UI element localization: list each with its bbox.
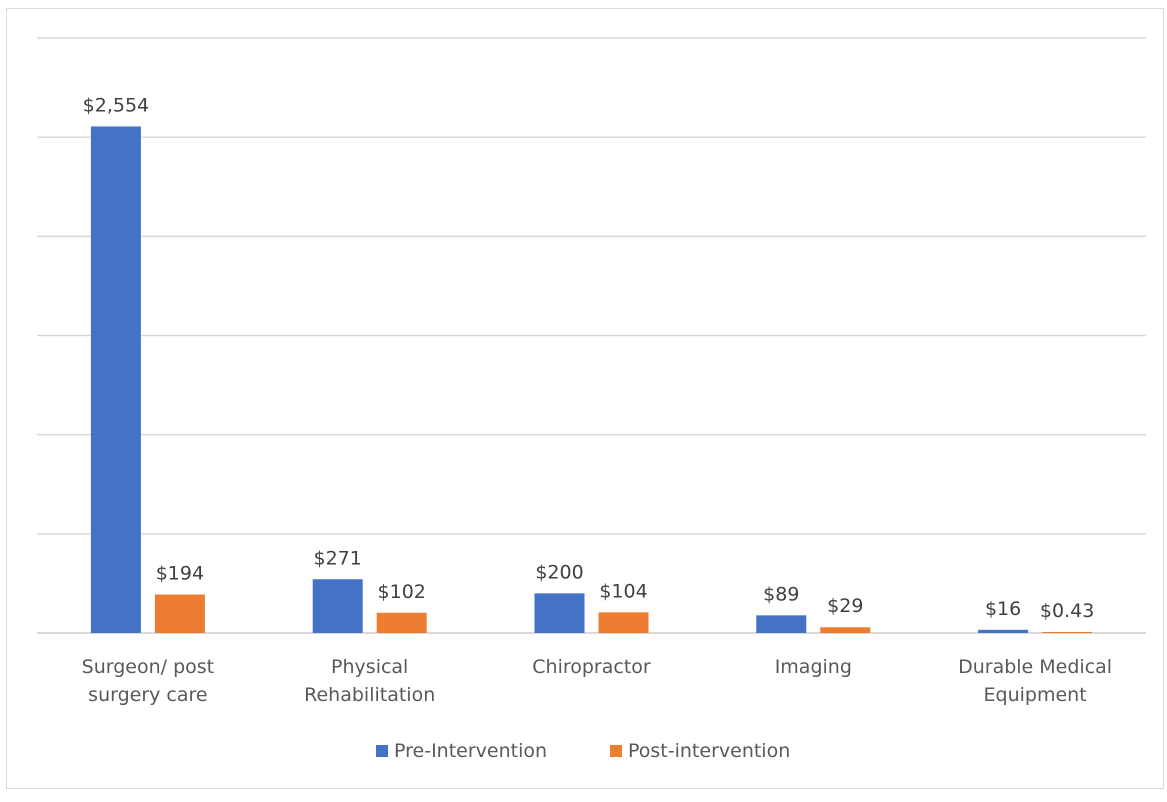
bar-pre-3 bbox=[756, 615, 806, 633]
category-label: Physical bbox=[331, 656, 408, 678]
data-label: $102 bbox=[378, 581, 426, 603]
legend: Pre-Intervention Post-intervention bbox=[376, 740, 790, 762]
category-label: Surgeon/ post bbox=[82, 656, 214, 678]
legend-swatch-pre bbox=[376, 745, 388, 757]
legend-label-post: Post-intervention bbox=[628, 740, 790, 762]
category-label: Chiropractor bbox=[532, 656, 651, 678]
data-label: $104 bbox=[599, 580, 647, 602]
data-label: $200 bbox=[535, 561, 583, 583]
category-label: surgery care bbox=[88, 684, 207, 706]
bar-pre-1 bbox=[313, 579, 363, 633]
category-labels: Surgeon/ post surgery care Physical Rehabil… bbox=[82, 656, 1112, 706]
bars bbox=[91, 126, 1092, 633]
data-label: $89 bbox=[763, 583, 799, 605]
data-label: $2,554 bbox=[83, 94, 149, 116]
bar-chart: $2,554 $194 $271 $102 $200 $104 $89 $29 $16 $0.43… bbox=[7, 9, 1167, 802]
data-label: $29 bbox=[827, 595, 863, 617]
data-label: $16 bbox=[985, 598, 1021, 620]
chart-frame: $2,554 $194 $271 $102 $200 $104 $89 $29 $16 $0.43… bbox=[6, 8, 1164, 789]
category-label: Equipment bbox=[984, 684, 1087, 706]
category-label: Durable Medical bbox=[958, 656, 1112, 678]
bar-post-2 bbox=[599, 612, 649, 633]
category-label: Rehabilitation bbox=[304, 684, 435, 706]
gridlines bbox=[37, 38, 1146, 633]
data-label: $0.43 bbox=[1040, 600, 1094, 622]
bar-pre-2 bbox=[535, 593, 585, 633]
bar-pre-0 bbox=[91, 126, 141, 633]
legend-swatch-post bbox=[610, 745, 622, 757]
bar-post-4 bbox=[1042, 632, 1092, 633]
bar-post-1 bbox=[377, 613, 427, 633]
legend-label-pre: Pre-Intervention bbox=[394, 740, 547, 762]
category-label: Imaging bbox=[775, 656, 852, 678]
bar-post-0 bbox=[155, 595, 205, 633]
bar-post-3 bbox=[820, 627, 870, 633]
data-label: $271 bbox=[314, 547, 362, 569]
data-labels: $2,554 $194 $271 $102 $200 $104 $89 $29 $16 $0.43 bbox=[83, 94, 1095, 622]
bar-pre-4 bbox=[978, 630, 1028, 633]
data-label: $194 bbox=[156, 563, 204, 585]
